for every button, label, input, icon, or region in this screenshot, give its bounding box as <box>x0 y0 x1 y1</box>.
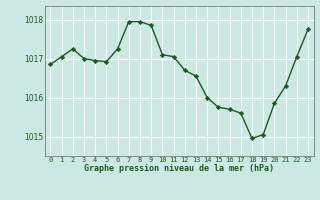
X-axis label: Graphe pression niveau de la mer (hPa): Graphe pression niveau de la mer (hPa) <box>84 164 274 173</box>
